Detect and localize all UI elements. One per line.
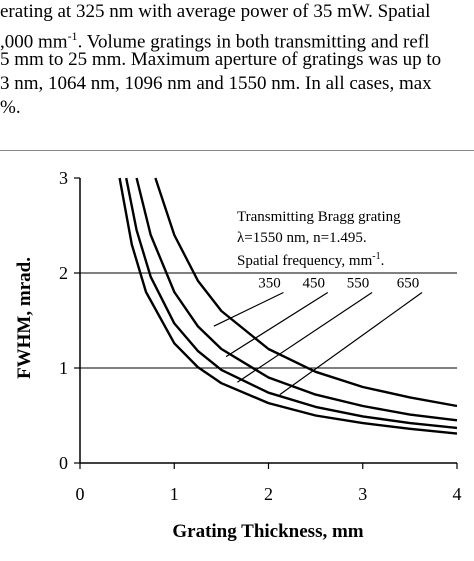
text-line-2b: . Volume gratings in both transmitting a…	[77, 31, 430, 53]
series-550-line	[154, 177, 458, 408]
series-label-450: 450	[302, 276, 325, 292]
x-tick-label-0: 0	[76, 484, 85, 504]
y-tick-label-0: 0	[59, 453, 68, 473]
x-tick-label-2: 2	[264, 484, 273, 504]
leader-line-350	[213, 291, 284, 327]
chart-labels: 350 450 550 650	[258, 276, 419, 292]
y-tick-label-3: 3	[59, 168, 68, 188]
annotation-spatial-frequency-superscript: -1	[372, 251, 380, 262]
series-650-line	[118, 177, 458, 435]
chart-axes: 0 1 2 3 0 1 2 3 4	[59, 168, 462, 504]
x-tick-label-1: 1	[170, 484, 179, 504]
chart-curves	[118, 177, 458, 435]
x-tick-label-3: 3	[358, 484, 367, 504]
series-label-550: 550	[347, 276, 370, 292]
y-tick-label-1: 1	[59, 358, 68, 378]
annotation-title: Transmitting Bragg grating	[237, 209, 401, 225]
text-line-5: %.	[0, 97, 21, 118]
annotation-spatial-frequency: Spatial frequency, mm-1.	[237, 251, 384, 269]
y-axis-title: FWHM, mrad.	[14, 257, 35, 379]
series-label-650: 650	[397, 276, 420, 292]
x-axis-title: Grating Thickness, mm	[172, 521, 363, 542]
chart-grid	[80, 272, 457, 369]
text-line-2a: ,000 mm	[0, 31, 68, 53]
leader-line-650	[279, 292, 423, 396]
text-line-2-superscript: -1	[67, 29, 78, 43]
paper-text: erating at 325 nm with average power of …	[0, 0, 474, 120]
series-450-line	[135, 177, 458, 422]
annotation-spatial-frequency-text: Spatial frequency, mm	[237, 253, 373, 269]
series-350-line	[125, 177, 458, 430]
leader-line-450	[225, 291, 329, 358]
chart-leader-lines	[213, 291, 423, 396]
section-divider	[0, 150, 474, 151]
y-tick-label-2: 2	[59, 263, 68, 283]
annotation-spatial-frequency-end: .	[381, 253, 385, 269]
x-tick-label-4: 4	[453, 484, 462, 504]
annotation-parameters: λ=1550 nm, n=1.495.	[237, 230, 367, 246]
text-line-1: erating at 325 nm with average power of …	[0, 1, 431, 22]
text-line-3: 5 mm to 25 mm. Maximum aperture of grati…	[0, 49, 442, 70]
text-line-2: ,000 mm-1. Volume gratings in both trans…	[0, 24, 474, 52]
leader-line-550	[237, 292, 373, 383]
text-line-4: 3 nm, 1064 nm, 1096 nm and 1550 nm. In a…	[0, 73, 432, 94]
series-label-350: 350	[258, 276, 281, 292]
